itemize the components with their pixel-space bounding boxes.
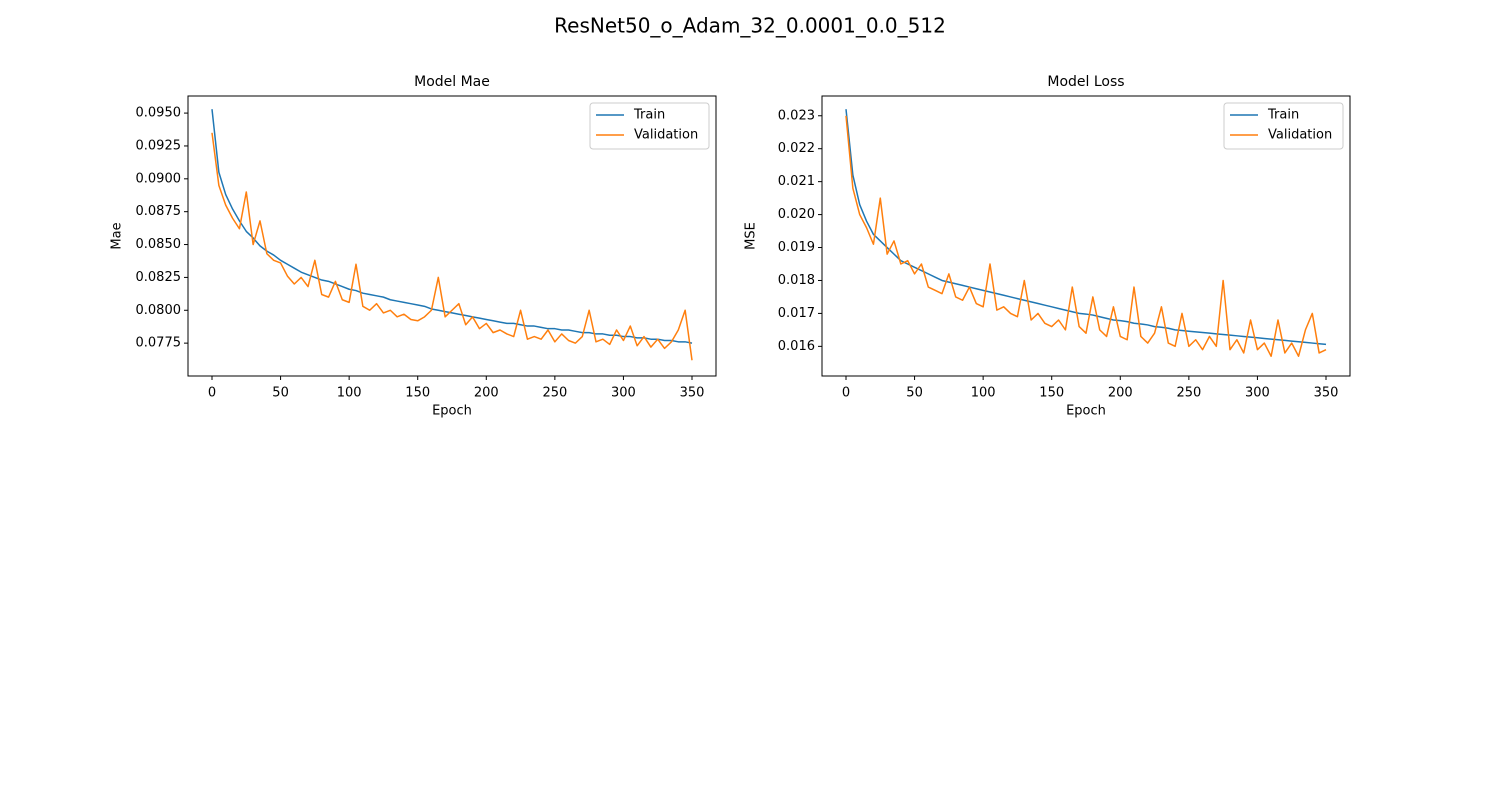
figure-title: ResNet50_o_Adam_32_0.0001_0.0_512 [554,14,946,38]
x-axis-label: Epoch [432,404,472,419]
y-tick-label: 0.016 [778,339,815,354]
x-tick-label: 0 [842,386,850,401]
y-tick-label: 0.020 [778,207,815,222]
y-tick-label: 0.019 [778,240,815,255]
axes-frame [821,95,1351,377]
x-tick-label: 350 [1314,386,1339,401]
y-tick-label: 0.0925 [136,138,182,153]
legend-label: Validation [1268,128,1332,143]
x-tick-label: 350 [680,386,705,401]
y-tick-label: 0.0775 [136,336,182,351]
x-tick-label: 100 [337,386,362,401]
legend-label: Validation [634,128,698,143]
x-tick-label: 250 [1176,386,1201,401]
axes-frame [187,95,717,377]
legend-label: Train [633,108,665,123]
x-tick-label: 200 [474,386,499,401]
series-line [845,115,1327,357]
x-tick-label: 300 [1245,386,1270,401]
y-tick-label: 0.0825 [136,270,182,285]
y-tick-label: 0.022 [778,141,815,156]
x-tick-label: 200 [1108,386,1133,401]
x-tick-label: 50 [906,386,923,401]
x-tick-label: 100 [971,386,996,401]
series-line [211,109,693,344]
series-line [211,132,693,361]
y-tick-label: 0.018 [778,273,815,288]
y-tick-label: 0.0800 [136,303,182,318]
x-tick-label: 300 [611,386,636,401]
x-tick-label: 50 [272,386,289,401]
y-tick-label: 0.0900 [136,171,182,186]
x-tick-label: 250 [542,386,567,401]
y-tick-label: 0.017 [778,306,815,321]
axes-title: Model Loss [1047,74,1124,90]
y-tick-label: 0.0875 [136,204,182,219]
axes-title: Model Mae [414,74,490,90]
y-axis-label: MSE [744,222,759,250]
y-tick-label: 0.0950 [136,106,182,121]
x-tick-label: 0 [208,386,216,401]
series-line [845,109,1327,346]
y-tick-label: 0.021 [778,174,815,189]
y-axis-label: Mae [110,222,125,249]
x-tick-label: 150 [1039,386,1064,401]
x-axis-label: Epoch [1066,404,1106,419]
y-tick-label: 0.023 [778,108,815,123]
x-tick-label: 150 [405,386,430,401]
legend-label: Train [1267,108,1299,123]
y-tick-label: 0.0850 [136,237,182,252]
